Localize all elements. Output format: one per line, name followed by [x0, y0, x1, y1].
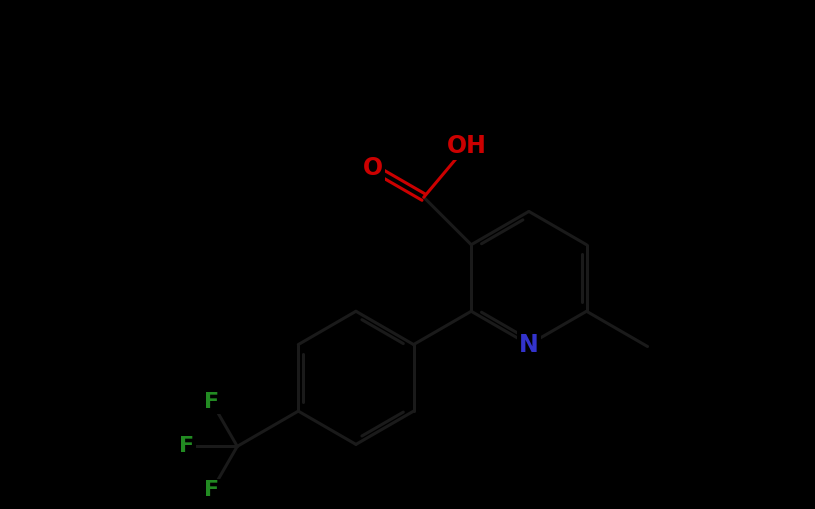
Text: OH: OH [447, 134, 487, 158]
Text: F: F [205, 392, 219, 412]
Text: F: F [205, 480, 219, 500]
Text: N: N [519, 332, 539, 356]
Text: F: F [178, 436, 194, 457]
Text: O: O [363, 156, 383, 180]
